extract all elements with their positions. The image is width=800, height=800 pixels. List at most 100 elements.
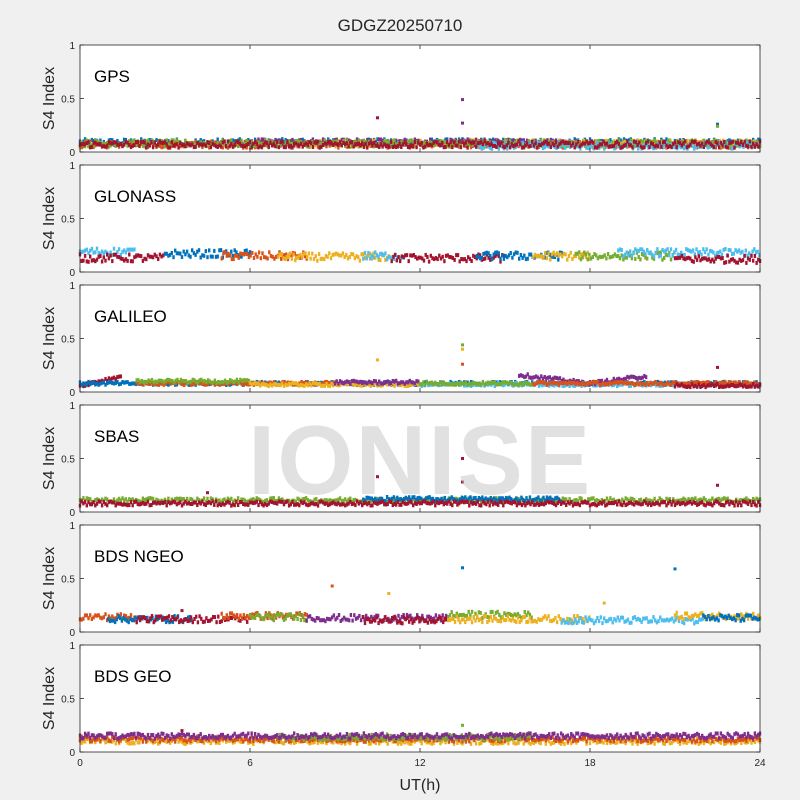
data-point [504, 141, 507, 146]
data-point [170, 143, 173, 148]
data-point [707, 140, 711, 145]
data-point [578, 250, 581, 255]
data-point [437, 139, 440, 144]
data-point [199, 142, 202, 147]
data-point [133, 247, 136, 252]
data-point [299, 252, 302, 257]
data-point [439, 256, 443, 261]
data-point [294, 499, 298, 504]
data-point [140, 499, 143, 504]
data-point [213, 378, 217, 383]
data-point [509, 251, 512, 255]
data-point [622, 137, 626, 142]
data-point [202, 502, 206, 507]
data-point [226, 139, 230, 144]
data-point [209, 139, 213, 144]
data-point [365, 495, 368, 500]
data-point [736, 500, 740, 505]
data-point [716, 382, 719, 386]
data-point [213, 503, 216, 507]
panel-label: GLONASS [94, 187, 176, 206]
data-point [634, 383, 637, 387]
data-point [140, 140, 143, 145]
data-point [697, 498, 700, 503]
data-point [639, 247, 642, 252]
data-point [228, 497, 231, 502]
data-point [285, 255, 288, 260]
data-point [89, 141, 92, 146]
data-point [345, 382, 349, 386]
data-point [276, 144, 279, 149]
data-point [554, 381, 557, 385]
data-point [257, 145, 260, 150]
data-point [746, 384, 750, 389]
data-point [242, 378, 245, 383]
data-point [157, 257, 160, 261]
data-point [281, 253, 285, 258]
data-point [372, 251, 375, 256]
data-point [456, 381, 459, 386]
data-point [520, 495, 523, 500]
data-point [752, 141, 755, 146]
data-point [661, 257, 664, 262]
data-point [384, 139, 388, 144]
data-point [260, 145, 264, 150]
data-point [478, 140, 481, 145]
data-point [478, 256, 482, 261]
data-point [186, 380, 189, 385]
data-point [634, 376, 638, 380]
data-point [578, 142, 581, 147]
data-point [347, 138, 350, 143]
data-point [169, 381, 172, 386]
data-point [85, 496, 88, 501]
data-point [194, 252, 197, 257]
data-point [117, 382, 121, 387]
data-point [85, 503, 88, 508]
data-point [583, 250, 586, 255]
data-point [175, 502, 179, 507]
data-point [673, 250, 676, 255]
data-point [586, 250, 589, 255]
data-point [380, 251, 384, 256]
data-point [248, 250, 252, 255]
data-point [612, 383, 615, 388]
data-point [526, 256, 529, 261]
data-point [612, 143, 615, 148]
data-point [439, 143, 442, 148]
data-point [415, 379, 418, 384]
data-point [459, 382, 462, 387]
data-point [726, 253, 729, 258]
data-point [308, 502, 311, 507]
data-point [271, 254, 274, 259]
data-point [235, 382, 239, 387]
data-point [480, 255, 483, 260]
data-point [362, 501, 366, 506]
data-point [468, 503, 471, 508]
data-point [473, 143, 476, 148]
data-point [568, 497, 571, 502]
data-point [112, 381, 116, 386]
data-point [327, 137, 330, 142]
data-point [191, 497, 194, 502]
data-point [316, 503, 320, 508]
data-point [525, 141, 529, 146]
data-point [682, 256, 685, 261]
data-point [133, 255, 136, 260]
y-tick-label: 0.5 [61, 215, 75, 226]
data-point [267, 139, 270, 144]
data-point [532, 381, 535, 386]
data-point [478, 144, 482, 149]
data-point [313, 497, 316, 502]
data-point [503, 145, 507, 150]
data-point [552, 381, 555, 386]
data-point [306, 143, 309, 148]
data-point [199, 138, 202, 143]
data-point [315, 381, 318, 386]
data-point [435, 497, 438, 502]
data-point [136, 498, 139, 503]
data-point [629, 143, 632, 148]
data-point [304, 496, 308, 501]
data-point [468, 139, 471, 144]
data-point [384, 251, 387, 256]
data-point [201, 253, 204, 258]
